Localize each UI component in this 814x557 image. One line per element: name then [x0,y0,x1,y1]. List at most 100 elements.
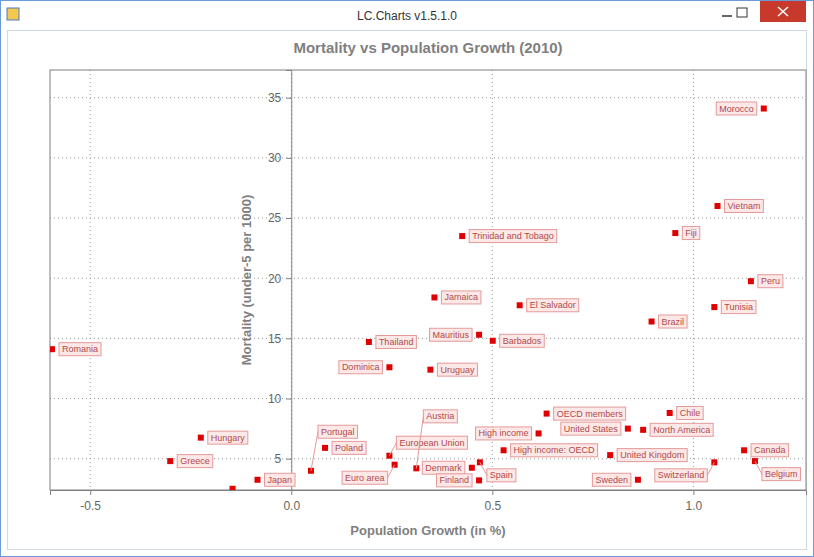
x-axis-title: Population Growth (in %) [350,523,505,538]
x-tick-label: 0.0 [283,499,300,513]
point-label: Canada [751,444,789,457]
point-label-box [650,423,713,436]
point-label-text: Morocco [719,104,754,114]
x-axis-line [51,491,807,496]
point-square [715,203,721,209]
chart-window: LC.Charts v1.5.1.0 Mortality vs Populatio… [0,0,814,557]
point-label: Romania [59,343,101,356]
point-square [459,233,465,239]
x-tick: -0.5 [80,490,101,513]
point-label-box [437,363,477,376]
point-label-text: Poland [335,443,363,453]
close-bg[interactable] [760,1,806,22]
point-label-box [561,422,621,435]
point-square [469,465,475,471]
point-label-text: European Union [399,438,464,448]
point-label-text: Barbados [503,336,542,346]
point-label-text: North America [653,425,710,435]
point-label: Portugal [311,425,358,471]
point-label-text: Denmark [425,463,462,473]
label-leader [755,461,762,474]
point-square [517,302,523,308]
close-glyph[interactable] [778,7,788,16]
point-label-box [318,425,358,438]
point-label-box [617,449,687,462]
y-tick-label: 30 [268,151,282,165]
maximize-button[interactable] [737,8,747,17]
point-label: Greece [177,455,213,468]
point-label-text: Peru [761,276,780,286]
point-label: OECD members [554,407,626,420]
point-label-box [264,473,295,486]
point-label-text: High income [479,428,529,438]
point-label: Mauritius [430,328,473,341]
point-label-text: United States [564,424,619,434]
x-tick-mark [492,490,493,495]
point-square [640,427,646,433]
point-label: Finland [437,474,473,487]
point-square [476,332,482,338]
chart-title: Mortality vs Population Growth (2010) [293,39,562,56]
x-tick: 1.0 [686,490,703,513]
grid-line [50,458,806,459]
point-label-text: Fiji [685,228,697,238]
point-label-text: Chile [680,408,701,418]
point-label-box [469,230,557,243]
y-axis: 5 10 15 20 25 30 35 [268,71,292,491]
chart-area [8,31,807,550]
y-tick-mark [286,278,291,279]
point-label-box [682,227,700,240]
close-glyph[interactable] [778,7,788,16]
point-square [427,367,433,373]
window-title: LC.Charts v1.5.1.0 [357,9,457,23]
x-tick-label: 0.5 [484,499,501,513]
point-square [254,477,260,483]
y-tick-label: 20 [268,272,282,286]
minimize-button[interactable] [722,15,732,17]
point-label-box [655,469,708,482]
point-square [386,364,392,370]
grid-line [50,398,806,399]
y-tick-label: 35 [268,91,282,105]
point-label-text: Canada [754,445,786,455]
label-leader [389,443,396,456]
point-label-box [339,361,383,374]
point-label-box [342,471,388,484]
point-square [198,435,204,441]
point-label-box [554,407,626,420]
y-tick-label: 10 [268,392,282,406]
point-label: Thailand [376,335,417,348]
point-square [366,339,372,345]
x-axis: -0.5 0.0 0.5 1.0 [51,490,807,513]
point-label-text: Brazil [662,317,685,327]
point-label-text: Hungary [211,433,246,443]
y-tick-label: 5 [275,452,282,466]
y-axis-title: Mortality (under-5 per 1000) [239,195,254,366]
y-tick-mark [286,218,291,219]
point-label: High income: OECD [511,444,598,457]
point-square [476,477,482,483]
point-label: Barbados [500,334,545,347]
close-button[interactable] [760,1,806,22]
point-label-box [751,444,789,457]
grid [50,70,806,490]
point-label: High income [476,427,532,440]
label-leader [388,465,395,478]
point-labels: MoroccoVietnamFijiTrinidad and TobagoPer… [59,102,800,487]
point-square [501,447,507,453]
grid-line [50,218,806,219]
point-label-text: Austria [426,411,454,421]
y-tick: 25 [268,211,291,225]
point-label-box [758,275,783,288]
point-square [635,477,641,483]
y-tick: 15 [268,332,291,346]
x-tick-mark [90,490,91,495]
point-label-box [500,334,545,347]
point-square [431,294,437,300]
point-label: Tunisia [721,301,756,314]
point-label-text: Jamaica [444,292,478,302]
point-label: European Union [389,436,467,456]
point-label: Belgium [755,461,801,481]
y-tick-label: 15 [268,332,282,346]
point-label: North America [650,423,713,436]
